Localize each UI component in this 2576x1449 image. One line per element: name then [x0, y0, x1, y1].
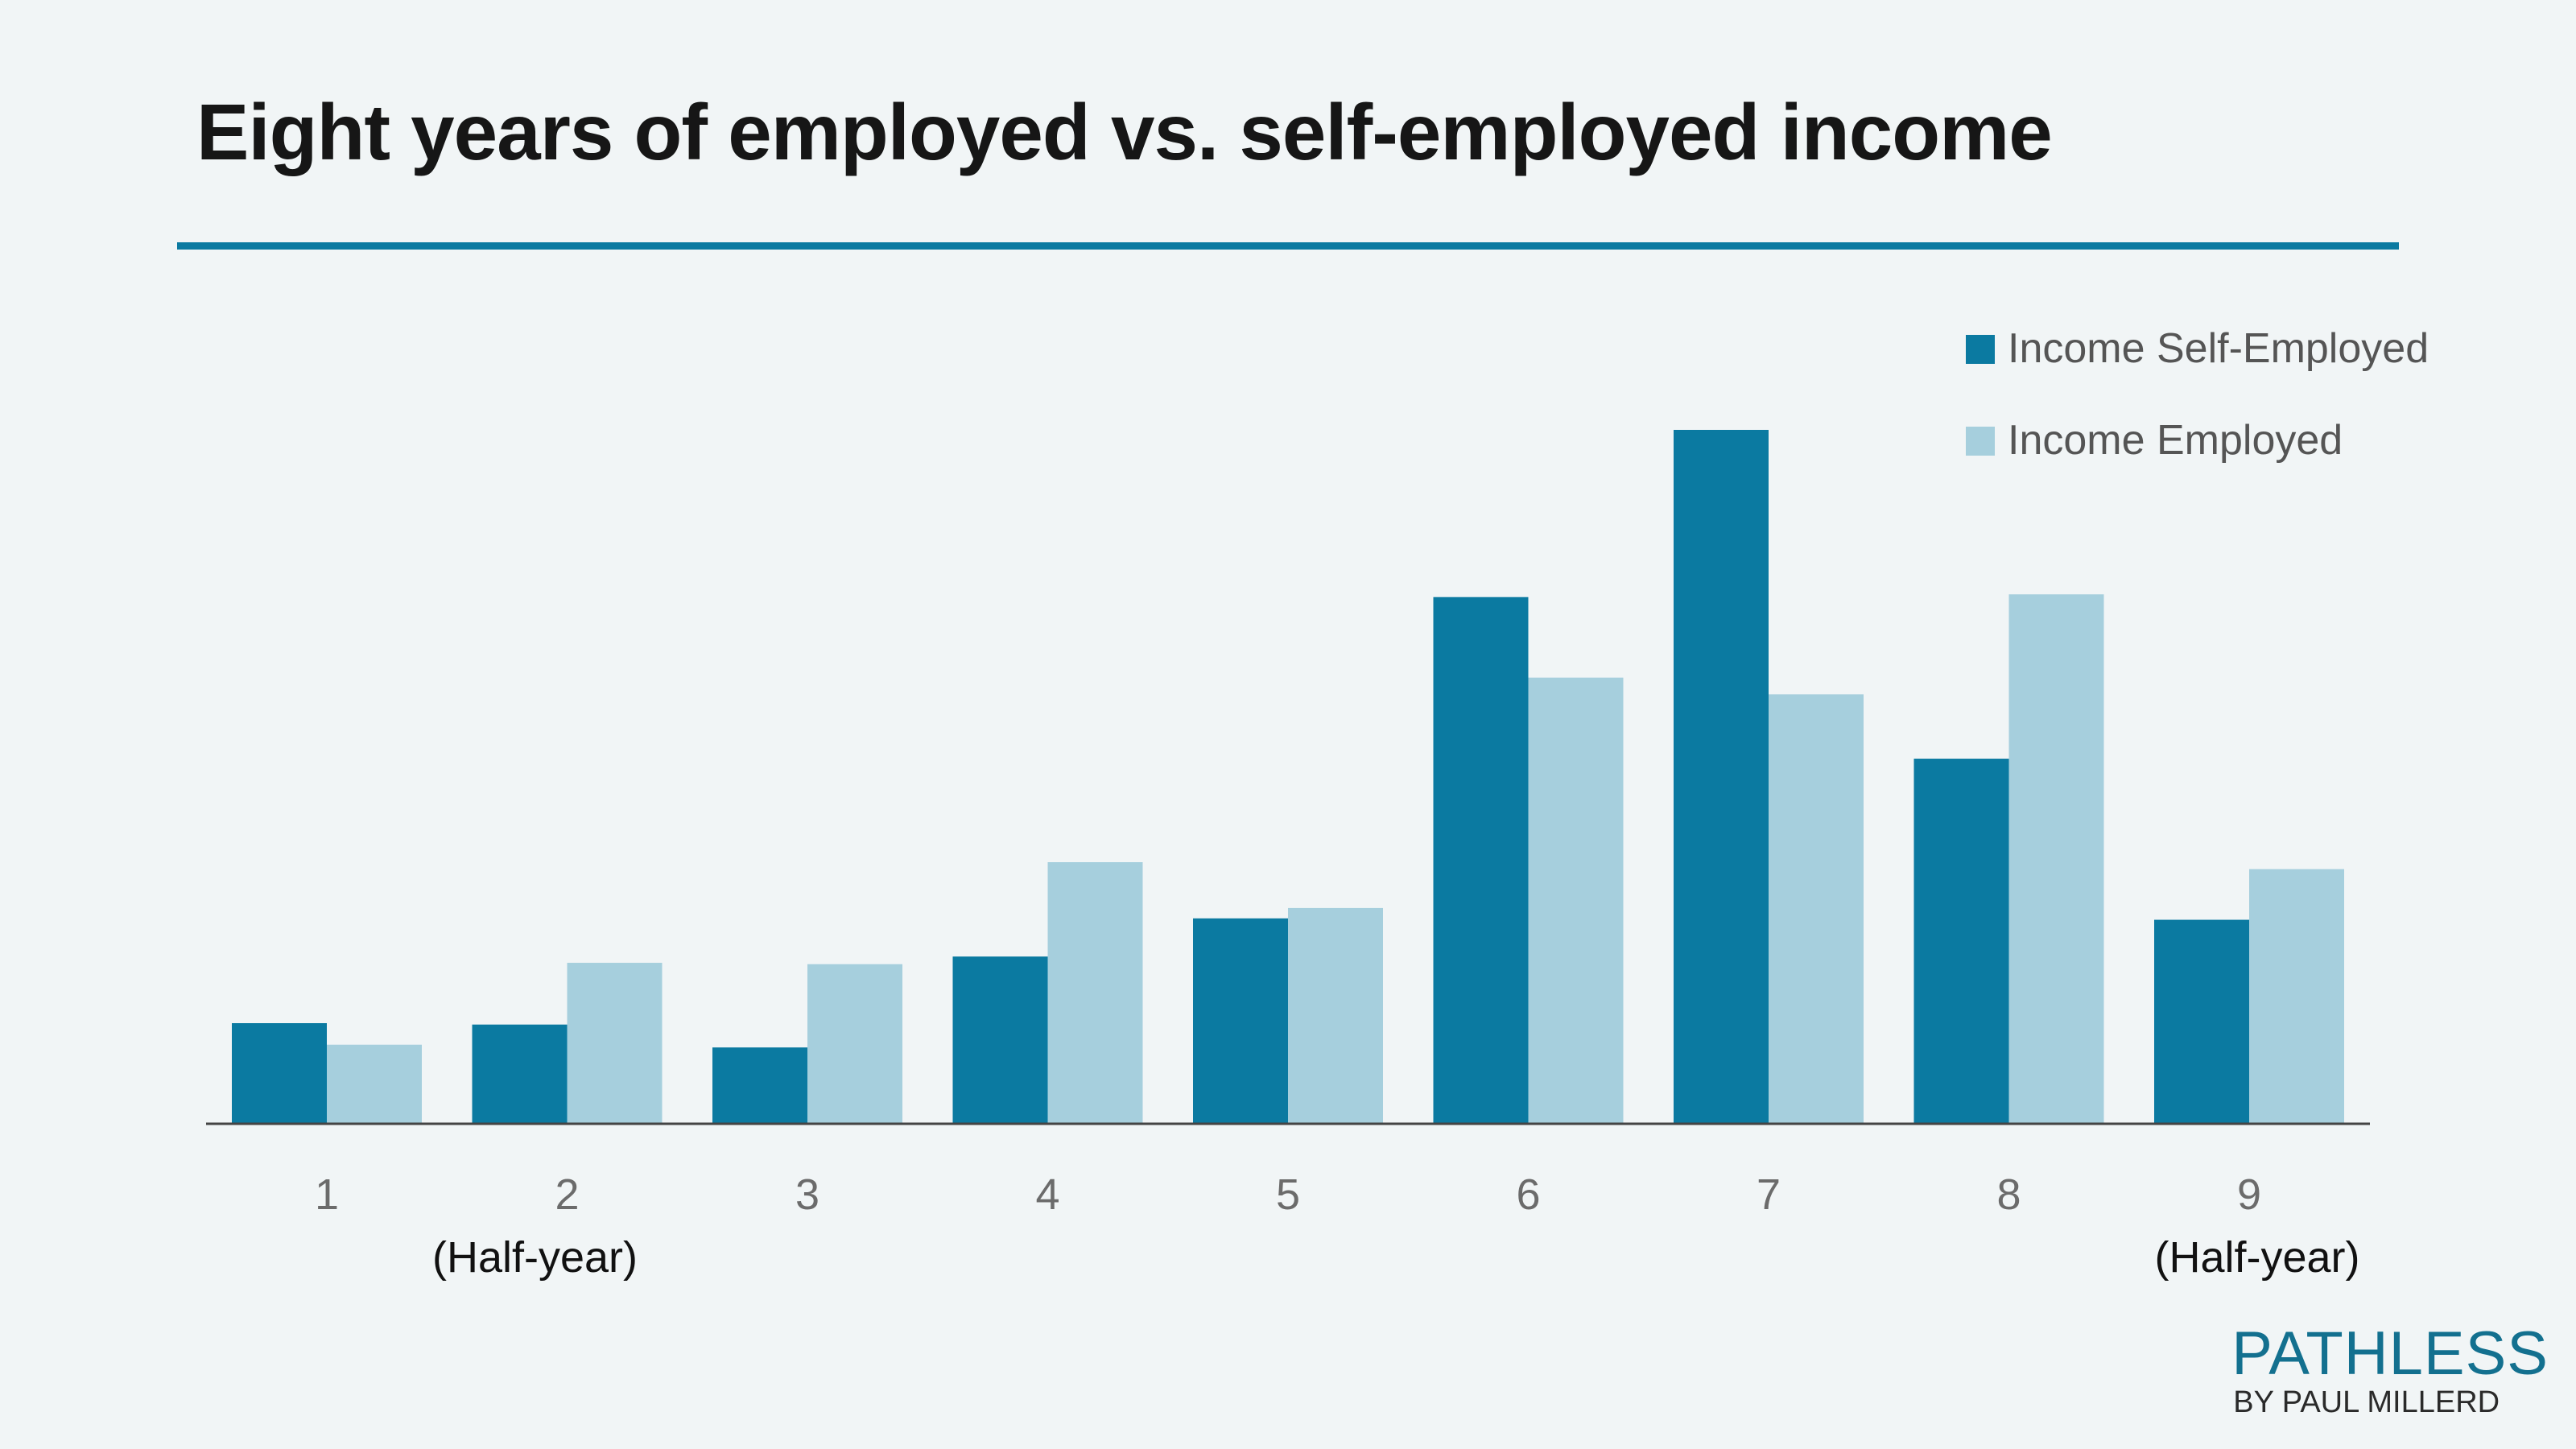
bar-self-employed-8 — [1913, 758, 2009, 1124]
x-tick-labels: 1 2 (Half-year) 3 4 5 6 7 8 9 (Half-year) — [315, 1170, 2360, 1282]
bar-self-employed-4 — [952, 956, 1048, 1124]
chart-title: Eight years of employed vs. self-employe… — [196, 88, 2053, 176]
bar-employed-5 — [1288, 907, 1383, 1124]
bar-employed-2 — [567, 963, 663, 1124]
bar-employed-1 — [327, 1044, 422, 1124]
x-tick-label-2: 2 — [555, 1170, 579, 1219]
legend-swatch-employed — [1966, 427, 1995, 456]
x-tick-label-6: 6 — [1516, 1170, 1540, 1219]
bar-self-employed-7 — [1674, 430, 1769, 1124]
x-tick-label-9: 9 — [2237, 1170, 2261, 1219]
bar-employed-9 — [2249, 869, 2344, 1124]
x-sublabel-9: (Half-year) — [2154, 1233, 2359, 1282]
brand-logo: PATHLESS BY PAUL MILLERD — [2231, 1323, 2549, 1420]
legend-label-employed: Income Employed — [2008, 417, 2343, 464]
bars-group — [232, 430, 2344, 1124]
x-tick-label-8: 8 — [1996, 1170, 2021, 1219]
x-tick-label-5: 5 — [1276, 1170, 1300, 1219]
legend-swatch-self-employed — [1966, 335, 1995, 364]
x-tick-label-3: 3 — [795, 1170, 819, 1219]
legend-label-self-employed: Income Self-Employed — [2008, 325, 2429, 372]
bar-self-employed-3 — [712, 1047, 807, 1124]
bar-employed-4 — [1047, 862, 1143, 1124]
bar-self-employed-2 — [472, 1024, 568, 1124]
x-sublabel-2: (Half-year) — [432, 1233, 638, 1282]
brand-byline: BY PAUL MILLERD — [2233, 1385, 2500, 1419]
bar-employed-6 — [1528, 677, 1624, 1124]
legend: Income Self-Employed Income Employed — [1966, 325, 2429, 464]
bar-self-employed-6 — [1433, 597, 1529, 1124]
x-tick-label-7: 7 — [1757, 1170, 1781, 1219]
bar-self-employed-9 — [2154, 919, 2249, 1124]
brand-name: PATHLESS — [2231, 1319, 2549, 1388]
bar-employed-8 — [2008, 594, 2104, 1124]
bar-employed-3 — [807, 964, 902, 1124]
bar-employed-7 — [1769, 694, 1864, 1124]
bar-self-employed-5 — [1193, 918, 1288, 1124]
x-tick-label-1: 1 — [315, 1170, 339, 1219]
title-divider — [177, 242, 2399, 250]
x-tick-label-4: 4 — [1035, 1170, 1059, 1219]
bar-self-employed-1 — [232, 1023, 327, 1124]
